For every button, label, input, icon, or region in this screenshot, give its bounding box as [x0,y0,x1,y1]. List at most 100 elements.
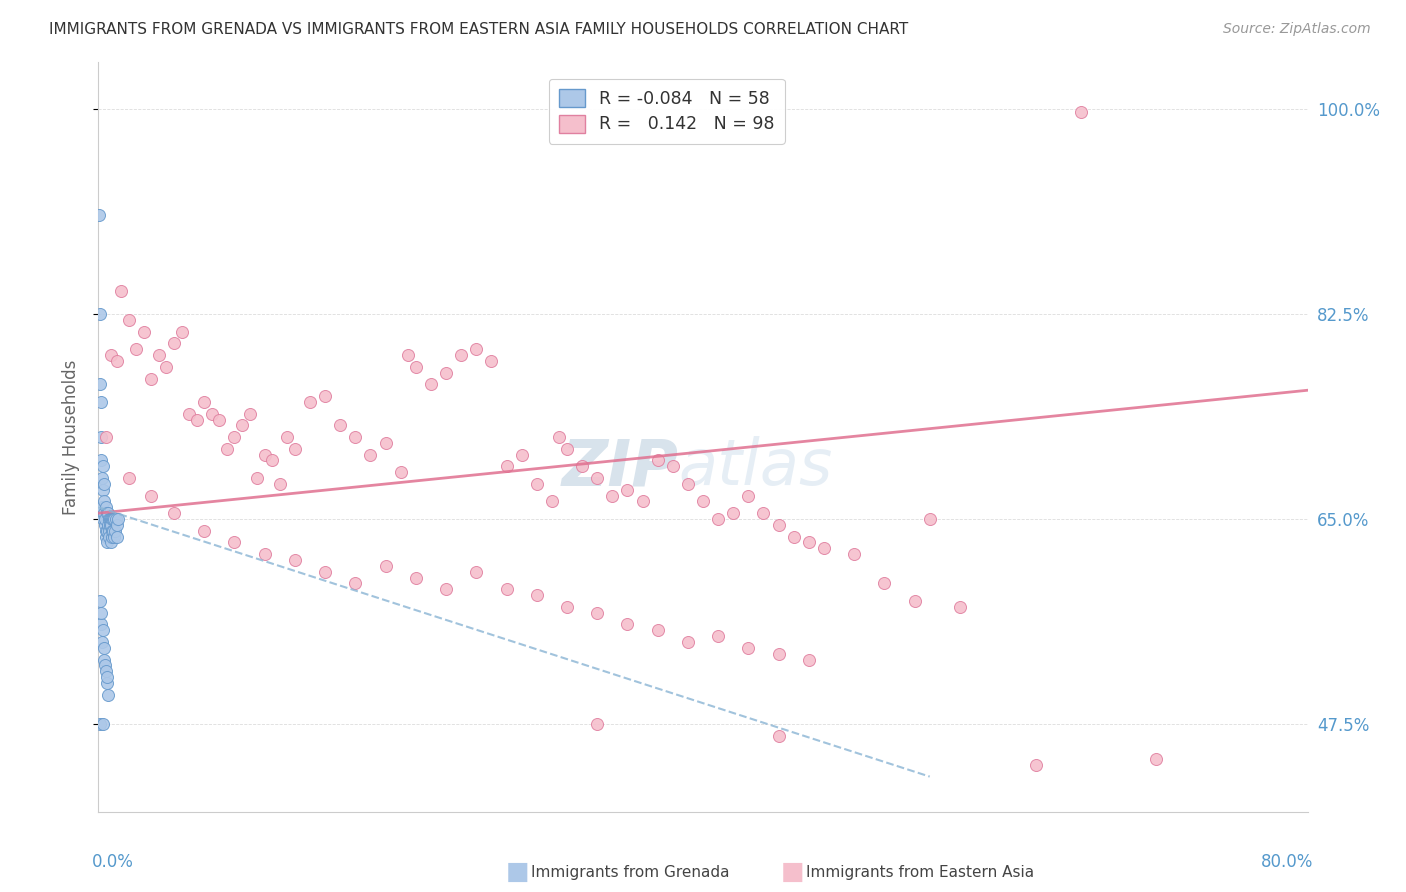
Point [344,430,367,444]
Point [1070,104,1092,119]
Point [155,359,177,374]
Point [91,500,114,515]
Point [586,471,609,485]
Point [314,565,336,579]
Point [90,453,112,467]
Point [96,506,118,520]
Point [797,652,820,666]
Point [526,476,548,491]
Point [246,471,269,485]
Point [141,489,163,503]
Point [616,483,638,497]
Point [526,588,548,602]
Point [90,606,112,620]
Point [103,512,125,526]
Point [949,599,972,614]
Point [100,512,122,526]
Point [93,494,115,508]
Point [101,530,124,544]
Point [107,512,129,526]
Point [676,635,699,649]
Point [97,688,120,702]
Point [179,407,201,421]
Point [586,717,609,731]
Point [299,395,322,409]
Point [89,717,111,731]
Point [276,430,298,444]
Point [170,325,193,339]
Point [193,395,215,409]
Point [89,208,111,222]
Point [783,530,806,544]
Point [768,647,790,661]
Point [344,576,367,591]
Point [93,640,115,655]
Point [737,489,759,503]
Point [1024,757,1046,772]
Point [314,389,336,403]
Point [100,535,122,549]
Point [918,512,941,526]
Point [405,359,427,374]
Point [90,471,112,485]
Point [752,506,775,520]
Point [374,558,396,573]
Point [215,442,238,456]
Point [141,371,163,385]
Point [193,524,215,538]
Point [90,395,112,409]
Point [97,517,120,532]
Point [96,524,118,538]
Text: Immigrants from Eastern Asia: Immigrants from Eastern Asia [806,865,1033,880]
Point [224,535,246,549]
Point [93,506,115,520]
Point [89,307,111,321]
Point [262,453,284,467]
Point [100,348,122,362]
Point [94,524,117,538]
Text: atlas: atlas [679,436,834,498]
Point [98,530,121,544]
Point [96,676,118,690]
Point [103,530,125,544]
Point [98,524,121,538]
Point [104,512,127,526]
Point [647,453,669,467]
Text: 80.0%: 80.0% [1261,853,1313,871]
Point [1146,752,1168,766]
Point [148,348,170,362]
Point [94,430,117,444]
Point [208,412,231,426]
Point [224,430,246,444]
Point [540,494,562,508]
Point [105,354,128,368]
Point [465,343,488,357]
Point [481,354,503,368]
Point [94,664,117,679]
Point [844,547,866,561]
Point [707,629,730,643]
Point [239,407,262,421]
Point [873,576,896,591]
Text: ZIP: ZIP [562,436,679,498]
Point [201,407,224,421]
Point [101,512,124,526]
Point [329,418,352,433]
Point [616,617,638,632]
Point [571,459,593,474]
Point [465,565,488,579]
Point [450,348,472,362]
Point [602,489,624,503]
Point [284,553,307,567]
Point [253,547,276,561]
Point [93,476,115,491]
Point [813,541,835,556]
Point [586,606,609,620]
Point [91,624,114,638]
Point [91,635,114,649]
Text: IMMIGRANTS FROM GRENADA VS IMMIGRANTS FROM EASTERN ASIA FAMILY HOUSEHOLDS CORREL: IMMIGRANTS FROM GRENADA VS IMMIGRANTS FR… [49,22,908,37]
Point [91,717,114,731]
Point [510,448,533,462]
Point [98,517,121,532]
Point [360,448,382,462]
